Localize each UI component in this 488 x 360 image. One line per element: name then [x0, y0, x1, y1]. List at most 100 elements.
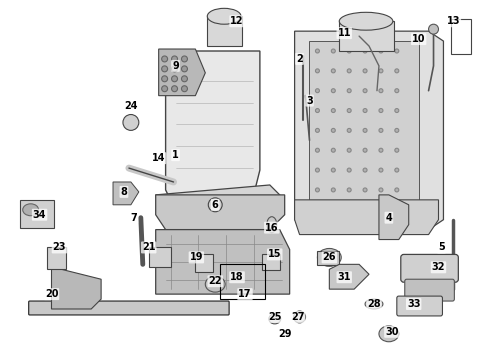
Ellipse shape	[331, 148, 335, 152]
Text: 23: 23	[53, 243, 66, 252]
FancyBboxPatch shape	[396, 296, 442, 316]
Text: 12: 12	[230, 16, 244, 26]
Ellipse shape	[362, 69, 366, 73]
Polygon shape	[328, 264, 368, 289]
Polygon shape	[155, 185, 279, 215]
Text: 27: 27	[290, 312, 304, 322]
Text: 16: 16	[264, 222, 278, 233]
Ellipse shape	[378, 188, 382, 192]
Text: 10: 10	[411, 34, 425, 44]
Text: 4: 4	[385, 213, 391, 223]
Ellipse shape	[315, 109, 319, 113]
Ellipse shape	[362, 109, 366, 113]
Ellipse shape	[378, 129, 382, 132]
Ellipse shape	[162, 86, 167, 92]
Text: 34: 34	[33, 210, 46, 220]
Polygon shape	[158, 49, 205, 96]
Ellipse shape	[346, 89, 350, 93]
Ellipse shape	[362, 49, 366, 53]
Text: 1: 1	[172, 150, 179, 160]
Text: 7: 7	[130, 213, 137, 223]
Text: 5: 5	[437, 243, 444, 252]
Ellipse shape	[171, 56, 177, 62]
FancyBboxPatch shape	[29, 301, 229, 315]
Ellipse shape	[315, 49, 319, 53]
Text: 18: 18	[230, 272, 244, 282]
Polygon shape	[207, 16, 242, 46]
FancyBboxPatch shape	[400, 255, 457, 282]
Ellipse shape	[394, 89, 398, 93]
Ellipse shape	[315, 148, 319, 152]
Text: 3: 3	[305, 96, 312, 105]
Ellipse shape	[365, 299, 382, 309]
Text: 28: 28	[366, 299, 380, 309]
Bar	[20, 200, 54, 228]
Text: 19: 19	[189, 252, 203, 262]
Text: 21: 21	[142, 243, 155, 252]
Text: 25: 25	[267, 312, 281, 322]
Ellipse shape	[394, 188, 398, 192]
Ellipse shape	[346, 188, 350, 192]
Ellipse shape	[22, 204, 39, 216]
Ellipse shape	[378, 89, 382, 93]
Ellipse shape	[378, 69, 382, 73]
Text: 30: 30	[385, 327, 398, 337]
Ellipse shape	[378, 49, 382, 53]
Ellipse shape	[171, 66, 177, 72]
Ellipse shape	[346, 129, 350, 132]
Polygon shape	[309, 41, 418, 220]
Ellipse shape	[268, 314, 280, 324]
Ellipse shape	[315, 168, 319, 172]
Ellipse shape	[378, 326, 398, 342]
Ellipse shape	[362, 168, 366, 172]
Text: 2: 2	[296, 54, 303, 64]
Ellipse shape	[346, 49, 350, 53]
Ellipse shape	[181, 86, 187, 92]
Ellipse shape	[378, 109, 382, 113]
Polygon shape	[155, 195, 284, 230]
Ellipse shape	[207, 8, 241, 24]
Ellipse shape	[317, 248, 341, 266]
Ellipse shape	[293, 311, 305, 323]
Ellipse shape	[346, 69, 350, 73]
Bar	[148, 247, 170, 267]
Polygon shape	[294, 31, 443, 230]
Polygon shape	[165, 51, 259, 200]
Text: 9: 9	[172, 61, 179, 71]
Ellipse shape	[331, 89, 335, 93]
Ellipse shape	[346, 148, 350, 152]
Text: 8: 8	[120, 187, 127, 197]
Ellipse shape	[315, 129, 319, 132]
Bar	[317, 251, 339, 265]
Ellipse shape	[162, 66, 167, 72]
Text: 24: 24	[124, 100, 137, 111]
Ellipse shape	[171, 86, 177, 92]
Bar	[450, 19, 470, 54]
Ellipse shape	[331, 129, 335, 132]
Ellipse shape	[162, 76, 167, 82]
Ellipse shape	[378, 168, 382, 172]
Ellipse shape	[315, 69, 319, 73]
Ellipse shape	[331, 109, 335, 113]
Ellipse shape	[394, 148, 398, 152]
Ellipse shape	[362, 129, 366, 132]
Bar	[262, 255, 279, 270]
Text: 20: 20	[45, 289, 58, 299]
Ellipse shape	[394, 49, 398, 53]
Ellipse shape	[427, 24, 438, 34]
Text: 17: 17	[238, 289, 251, 299]
Ellipse shape	[331, 188, 335, 192]
Ellipse shape	[394, 129, 398, 132]
Ellipse shape	[315, 89, 319, 93]
Ellipse shape	[315, 188, 319, 192]
Ellipse shape	[346, 168, 350, 172]
Bar	[220, 264, 264, 299]
Bar	[46, 247, 66, 269]
Text: 15: 15	[267, 249, 281, 260]
Ellipse shape	[181, 76, 187, 82]
Ellipse shape	[362, 188, 366, 192]
Ellipse shape	[378, 148, 382, 152]
Bar	[195, 255, 213, 272]
Ellipse shape	[122, 114, 139, 130]
Text: 32: 32	[431, 262, 445, 272]
